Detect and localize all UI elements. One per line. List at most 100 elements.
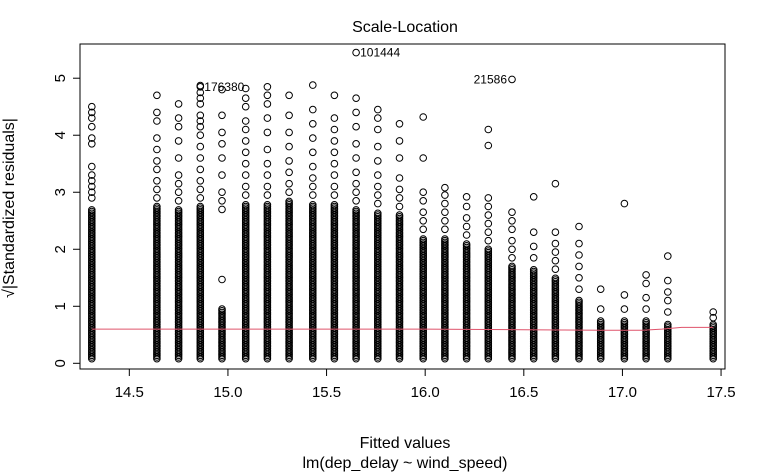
data-point xyxy=(218,171,226,179)
point-labels: 101444 21586 176380 xyxy=(204,46,507,94)
data-point xyxy=(462,231,471,239)
x-axis-label: Fitted values xyxy=(360,435,451,452)
data-point xyxy=(241,171,250,179)
data-point xyxy=(596,317,605,325)
data-point xyxy=(285,111,293,120)
data-point xyxy=(551,248,560,256)
data-point xyxy=(330,191,339,199)
point-label: 176380 xyxy=(204,80,244,94)
data-point xyxy=(174,137,183,145)
data-point xyxy=(241,148,250,157)
data-point xyxy=(484,202,493,211)
data-point xyxy=(241,94,250,102)
data-point xyxy=(218,188,226,196)
data-point xyxy=(196,165,205,174)
x-tick-label: 14.5 xyxy=(115,384,144,401)
data-point xyxy=(309,134,317,142)
data-point xyxy=(153,91,161,100)
data-point xyxy=(709,308,718,316)
data-point xyxy=(620,199,629,208)
data-point xyxy=(153,117,161,125)
data-point xyxy=(419,208,428,216)
data-point xyxy=(374,209,382,218)
data-point xyxy=(88,162,96,171)
data-point xyxy=(88,102,96,111)
data-point xyxy=(441,208,449,216)
data-point xyxy=(642,317,650,325)
data-point xyxy=(395,211,404,219)
data-point xyxy=(508,236,516,245)
data-point xyxy=(508,208,516,216)
data-point xyxy=(441,235,449,243)
data-point xyxy=(309,162,317,171)
data-point xyxy=(575,262,583,271)
data-point xyxy=(330,201,339,209)
data-point xyxy=(218,154,226,162)
data-point xyxy=(352,206,360,214)
data-point xyxy=(575,222,583,231)
data-point xyxy=(285,197,293,206)
data-point xyxy=(374,182,382,191)
data-point xyxy=(508,75,516,84)
data-point xyxy=(620,317,629,325)
y-tick-label: 1 xyxy=(52,302,69,310)
data-point xyxy=(642,293,650,302)
data-point xyxy=(218,111,226,120)
data-point xyxy=(88,140,96,148)
data-point xyxy=(551,256,560,265)
data-point xyxy=(596,305,605,313)
data-point xyxy=(484,245,493,254)
data-point xyxy=(263,128,272,137)
data-point xyxy=(309,148,317,157)
data-point xyxy=(153,194,161,202)
data-point xyxy=(330,182,339,191)
data-point xyxy=(153,134,161,142)
data-point xyxy=(153,145,161,154)
data-point xyxy=(374,125,382,134)
data-point xyxy=(88,122,96,131)
data-point xyxy=(529,266,538,274)
data-point xyxy=(88,108,96,117)
data-point xyxy=(174,154,183,162)
data-point xyxy=(330,159,339,168)
data-point xyxy=(374,199,382,208)
data-point xyxy=(664,276,672,285)
data-point xyxy=(484,236,493,245)
data-point xyxy=(196,100,205,108)
data-point xyxy=(462,240,471,248)
data-point xyxy=(241,201,250,209)
data-point xyxy=(352,122,360,131)
data-point xyxy=(374,142,382,151)
data-point xyxy=(395,194,404,202)
data-point xyxy=(174,122,183,131)
data-point xyxy=(218,128,226,137)
data-point xyxy=(174,100,183,108)
data-point xyxy=(484,211,493,219)
data-point xyxy=(196,111,205,120)
data-point xyxy=(419,188,428,196)
data-point xyxy=(218,275,226,284)
data-point xyxy=(551,265,560,274)
x-tick-label: 17.0 xyxy=(608,384,637,401)
data-point xyxy=(508,253,516,262)
data-point xyxy=(241,117,250,125)
data-point xyxy=(88,114,96,122)
data-point xyxy=(309,191,317,199)
data-point xyxy=(309,105,317,114)
data-point xyxy=(709,313,718,322)
data-point xyxy=(352,197,360,205)
data-point xyxy=(218,140,226,148)
data-point xyxy=(551,179,560,188)
data-point xyxy=(508,262,516,271)
data-point xyxy=(174,171,183,179)
data-point xyxy=(218,305,226,313)
data-point xyxy=(462,222,471,231)
data-point xyxy=(529,253,538,262)
point-label: 21586 xyxy=(474,72,508,86)
data-point xyxy=(88,134,96,142)
data-point xyxy=(419,217,428,225)
data-point xyxy=(153,177,161,185)
data-point xyxy=(88,194,96,202)
data-point xyxy=(88,177,96,185)
